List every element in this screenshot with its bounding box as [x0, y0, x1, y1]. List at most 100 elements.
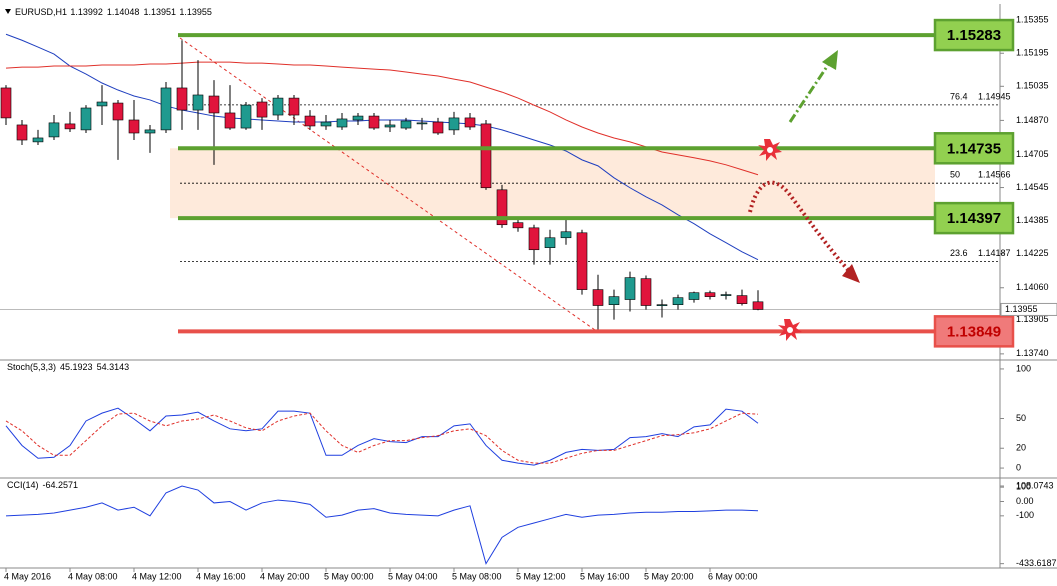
- moving-average: [5, 61, 759, 176]
- up-arrow: [788, 61, 832, 123]
- level-label: 1.15283: [947, 27, 1001, 44]
- indicator-title: Stoch(5,3,3): [7, 362, 56, 372]
- candle-body: [416, 122, 428, 125]
- y-tick-label: 1.14060: [1016, 282, 1049, 292]
- y-tick-label: 108.0743: [1016, 480, 1054, 490]
- candle-body: [320, 121, 332, 127]
- candle-body: [528, 227, 540, 251]
- y-tick-label: 1.15035: [1016, 81, 1049, 91]
- break-icon: [778, 319, 802, 341]
- y-tick-label: 1.14385: [1016, 215, 1049, 225]
- label-layer: 1.15355 1.15195 1.15035 1.14870 1.14705 1.145…: [4, 7, 1057, 581]
- fib-level: 76.4: [950, 91, 968, 101]
- level-box: [933, 201, 1015, 235]
- indicator-line: [5, 485, 759, 565]
- level-label: 1.13849: [947, 323, 1001, 340]
- y-tick-label: 100: [1016, 363, 1031, 373]
- indicator-title: CCI(14): [7, 480, 39, 490]
- header-value: 54.3143: [97, 362, 130, 372]
- candle-body: [688, 292, 700, 300]
- plot-layer: [0, 33, 1000, 565]
- indicator-line: [5, 412, 759, 464]
- candle-body: [64, 123, 76, 130]
- candle-body: [240, 104, 252, 129]
- x-tick-label: 4 May 2016: [4, 571, 51, 581]
- candle-body: [160, 87, 172, 131]
- y-tick-label: -433.6187: [1016, 558, 1057, 568]
- price-label: 1.13955: [1005, 304, 1038, 314]
- down-arrow-head: [842, 264, 860, 283]
- y-tick-label: 1.14545: [1016, 182, 1049, 192]
- candle-body: [304, 115, 316, 127]
- up-arrow-head: [822, 50, 838, 70]
- candle-body: [464, 117, 476, 128]
- y-tick-label: 1.13905: [1016, 314, 1049, 324]
- y-tick-label: -100: [1016, 510, 1034, 520]
- candle-body: [368, 115, 380, 129]
- level-box: [933, 315, 1015, 348]
- candle-body: [512, 222, 524, 229]
- fib-price: 1.14187: [978, 248, 1011, 258]
- candle-body: [80, 107, 92, 131]
- panel-header: Stoch(5,3,3) 45.1923 54.3143: [7, 362, 129, 372]
- x-tick-label: 4 May 08:00: [68, 571, 118, 581]
- y-tick-label: 100: [1016, 482, 1031, 492]
- level-box: [933, 18, 1015, 52]
- y-tick-label: 50: [1016, 413, 1026, 423]
- fib-level: 50: [950, 170, 960, 180]
- y-tick-label: 20: [1016, 443, 1026, 453]
- moving-average: [5, 33, 759, 261]
- x-tick-label: 6 May 00:00: [708, 571, 758, 581]
- candle-body: [16, 124, 28, 141]
- candle-body: [608, 296, 620, 305]
- candle-body: [640, 278, 652, 306]
- candle-body: [32, 137, 44, 143]
- header-value: -64.2571: [43, 480, 79, 490]
- candle-body: [656, 304, 668, 306]
- y-tick-label: 0: [1016, 462, 1021, 472]
- indicator-title: EURUSD,H1: [15, 7, 67, 17]
- x-tick-label: 4 May 12:00: [132, 571, 182, 581]
- header-value: 1.13951: [143, 7, 176, 17]
- x-tick-label: 5 May 20:00: [644, 571, 694, 581]
- candle-body: [272, 97, 284, 116]
- candle-body: [448, 117, 460, 131]
- candle-body: [144, 129, 156, 134]
- candle-body: [96, 101, 108, 107]
- candle-body: [704, 292, 716, 297]
- candle-body: [480, 123, 492, 189]
- x-tick-label: 4 May 16:00: [196, 571, 246, 581]
- price-box: [1000, 302, 1057, 316]
- level-box: [933, 132, 1015, 165]
- candle-body: [176, 87, 188, 111]
- header-value: 45.1923: [60, 362, 93, 372]
- panel-header: CCI(14) -64.2571: [7, 480, 78, 490]
- y-tick-label: 1.15355: [1016, 15, 1049, 25]
- y-tick-label: 0.00: [1016, 496, 1034, 506]
- fib-level: 23.6: [950, 248, 968, 258]
- level-label: 1.14397: [947, 210, 1001, 227]
- candle-body: [544, 237, 556, 248]
- candle-body: [192, 94, 204, 111]
- candle-body: [384, 124, 396, 128]
- candle-body: [592, 289, 604, 306]
- fib-price: 1.14566: [978, 170, 1011, 180]
- menu-arrow: [5, 9, 11, 14]
- header-value: 1.13955: [179, 7, 212, 17]
- fib-price: 1.14945: [978, 91, 1011, 101]
- y-tick-label: 1.14870: [1016, 115, 1049, 125]
- header-value: 1.14048: [107, 7, 140, 17]
- indicator-line: [5, 407, 759, 466]
- candle-body: [736, 295, 748, 304]
- candle-body: [48, 122, 60, 138]
- candle-body: [256, 101, 268, 118]
- candle-body: [432, 121, 444, 134]
- y-tick-label: 1.13740: [1016, 348, 1049, 358]
- candle-body: [496, 189, 508, 226]
- level-label: 1.14735: [947, 140, 1001, 157]
- candle-body: [0, 87, 12, 119]
- candle-body: [128, 119, 140, 134]
